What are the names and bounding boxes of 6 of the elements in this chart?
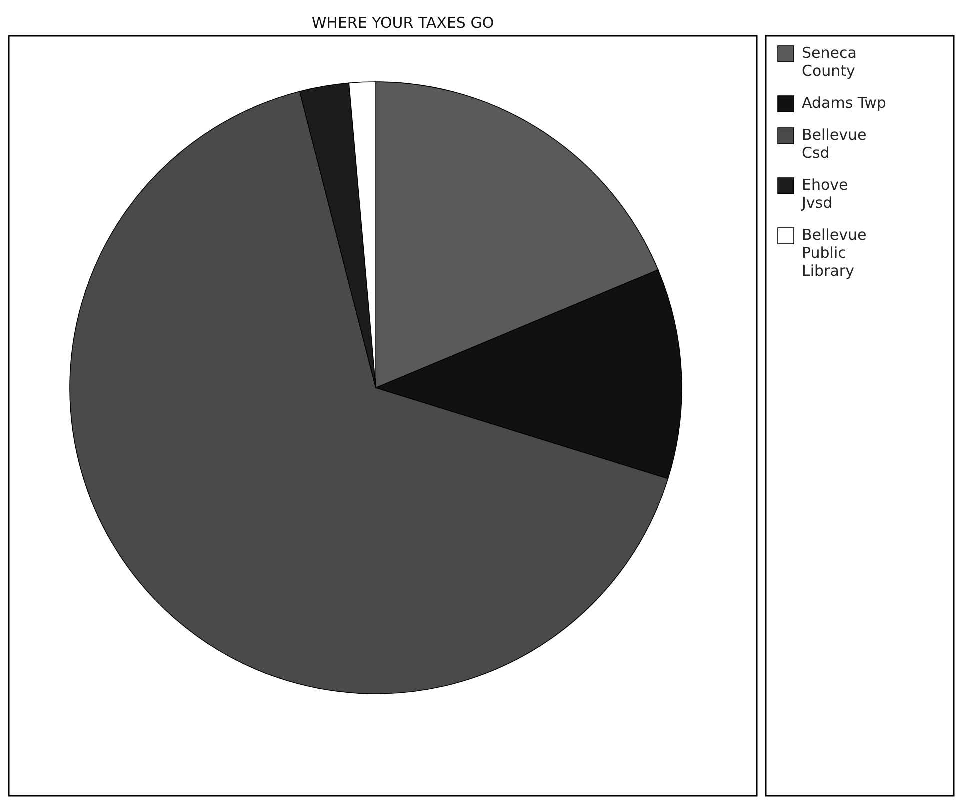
legend-label: Bellevue Csd [802,126,867,162]
chart-title: WHERE YOUR TAXES GO [312,14,494,32]
legend-label: Seneca County [802,44,857,80]
legend-label: Bellevue Public Library [802,226,867,280]
legend-label: Ehove Jvsd [801,176,848,212]
legend-label: Adams Twp [802,94,886,112]
